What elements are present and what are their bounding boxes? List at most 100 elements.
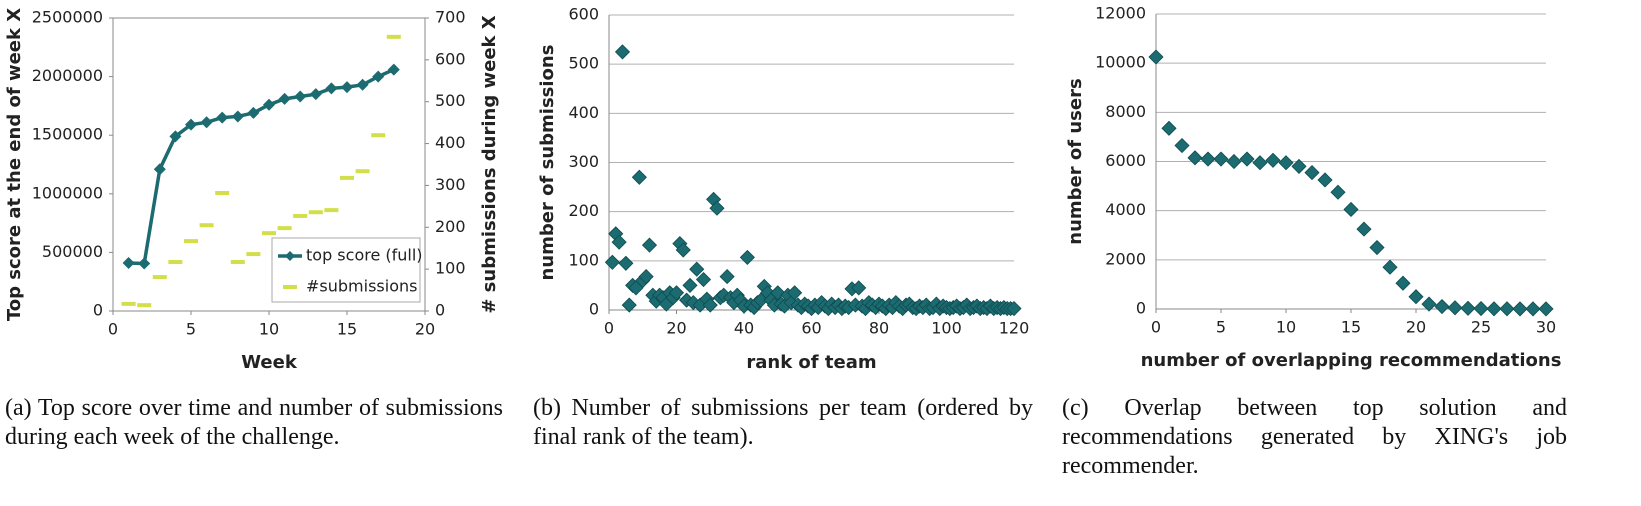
y-tick-label: 2000000 (32, 66, 103, 85)
point (1369, 239, 1385, 256)
point (604, 254, 620, 270)
caption: (c) Overlap between top solution and rec… (1062, 395, 1567, 479)
caption: (b) Number of submissions per team (orde… (533, 395, 1033, 450)
point (675, 242, 691, 258)
point (1291, 158, 1307, 174)
point (638, 269, 654, 285)
point (1278, 155, 1294, 171)
y2-tick-label: 200 (435, 217, 466, 236)
y-tick-label: 600 (568, 5, 599, 24)
point (1512, 301, 1528, 317)
point (1356, 221, 1372, 237)
point (682, 277, 698, 293)
point (387, 63, 400, 76)
point (341, 81, 353, 94)
point (631, 169, 647, 185)
caption: (a) Top score over time and number of su… (5, 395, 503, 450)
x-axis-title: Week (241, 352, 298, 373)
point (851, 280, 867, 296)
y2-axis-title: # submissions during week X (479, 15, 500, 313)
x-tick-label: 0 (1151, 318, 1161, 337)
y-tick-label: 300 (568, 152, 599, 171)
y2-tick-label: 100 (435, 259, 466, 278)
point (1382, 259, 1398, 275)
point (263, 98, 275, 111)
point (1395, 275, 1411, 291)
legend-box (271, 237, 421, 303)
point (1499, 301, 1515, 317)
point (356, 78, 369, 91)
point (216, 111, 229, 124)
y-axis-title: number of submissions (537, 45, 558, 281)
point (618, 255, 634, 271)
x-tick-label: 10 (259, 320, 279, 339)
point (1187, 150, 1203, 166)
point (1460, 300, 1476, 316)
x-tick-label: 40 (734, 319, 754, 338)
y2-tick-label: 0 (435, 301, 445, 320)
point (702, 297, 718, 313)
x-tick-label: 20 (666, 319, 686, 338)
legend-label: top score (full) (306, 246, 423, 265)
x-tick-label: 15 (1341, 318, 1361, 337)
point (1006, 300, 1022, 317)
point (1447, 300, 1463, 316)
point (787, 285, 803, 301)
point (1174, 137, 1190, 154)
y-tick-label: 400 (568, 103, 599, 122)
point (1317, 172, 1333, 188)
point (1538, 301, 1554, 317)
x-tick-label: 5 (186, 320, 196, 339)
point (621, 297, 637, 313)
legend-swatch (285, 251, 295, 261)
y2-tick-label: 300 (435, 175, 466, 194)
x-axis-title: number of overlapping recommendations (1141, 350, 1562, 371)
point (1200, 151, 1216, 167)
y-tick-label: 2000 (1105, 249, 1146, 268)
point (1473, 300, 1489, 317)
y-tick-label: 2500000 (32, 8, 103, 27)
y-tick-label: 1500000 (32, 125, 103, 144)
y-tick-label: 100 (568, 250, 599, 269)
point (1265, 152, 1281, 168)
x-tick-label: 0 (604, 319, 614, 338)
point (614, 44, 631, 60)
point (1161, 120, 1177, 136)
y-tick-label: 10000 (1095, 53, 1146, 72)
point (1330, 184, 1346, 200)
point (1343, 201, 1359, 218)
point (739, 249, 755, 265)
point (1304, 164, 1320, 181)
point (695, 271, 712, 288)
y-tick-label: 0 (93, 301, 103, 320)
point (372, 70, 385, 83)
x-tick-label: 5 (1216, 318, 1226, 337)
point (309, 88, 322, 101)
point (1226, 153, 1242, 170)
point (668, 285, 685, 301)
y-axis-title: number of users (1065, 78, 1086, 244)
y2-tick-label: 500 (435, 91, 466, 110)
point (1408, 289, 1424, 305)
x-tick-label: 120 (999, 319, 1030, 338)
x-tick-label: 20 (415, 320, 435, 339)
point (185, 118, 197, 131)
point (709, 200, 725, 216)
y2-tick-label: 700 (435, 8, 466, 27)
point (1434, 298, 1450, 315)
point (294, 90, 307, 103)
x-tick-label: 10 (1276, 318, 1296, 337)
x-tick-label: 60 (801, 319, 821, 338)
point (1252, 155, 1268, 171)
point (231, 110, 244, 123)
point (200, 116, 213, 129)
y-tick-label: 200 (568, 201, 599, 220)
y-tick-label: 0 (1136, 299, 1146, 318)
point (689, 261, 705, 277)
point (325, 82, 338, 95)
point (122, 256, 135, 269)
legend-label: #submissions (306, 277, 417, 296)
point (1213, 151, 1229, 167)
y-tick-label: 4000 (1105, 200, 1146, 219)
